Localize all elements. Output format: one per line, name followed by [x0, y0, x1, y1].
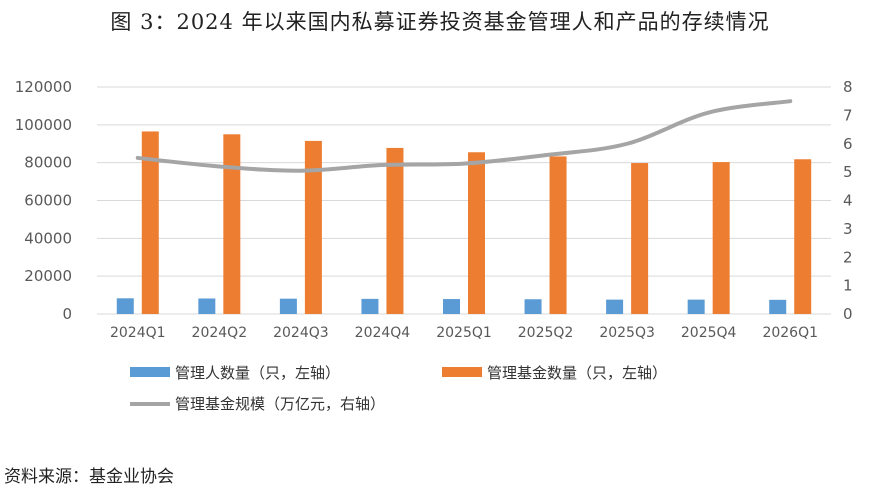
bar-managers — [769, 299, 787, 314]
left-axis-tick-label: 20000 — [24, 267, 72, 285]
right-axis-ticks: 0 1 2 3 4 5 6 7 8 — [843, 78, 853, 323]
bar-managers — [361, 298, 379, 314]
bar-funds — [141, 131, 159, 314]
bar-managers — [524, 299, 542, 314]
left-axis-tick-label: 40000 — [24, 229, 72, 247]
legend-label: 管理基金规模（万亿元，右轴） — [175, 395, 385, 413]
x-axis-tick-label: 2024Q3 — [273, 325, 329, 341]
x-axis-tick-label: 2025Q2 — [518, 325, 574, 341]
bar-funds — [549, 156, 567, 314]
left-axis-ticks: 0 20000 40000 60000 80000 100000 120000 — [15, 78, 72, 323]
x-axis-tick-label: 2024Q1 — [110, 325, 166, 341]
left-axis-tick-label: 80000 — [24, 154, 72, 172]
bar-series — [116, 131, 812, 314]
right-axis-tick-label: 2 — [843, 248, 853, 266]
left-axis-tick-label: 60000 — [24, 192, 72, 210]
bar-funds — [631, 163, 649, 314]
legend-label: 管理人数量（只，左轴） — [175, 364, 340, 382]
legend-swatch — [130, 367, 170, 377]
bar-managers — [443, 299, 460, 314]
x-axis-tick-label: 2024Q4 — [355, 325, 411, 341]
x-axis-ticks: 2024Q1 2024Q2 2024Q3 2024Q4 2025Q1 2025Q2 2025… — [110, 325, 818, 341]
left-axis-tick-label: 100000 — [15, 116, 72, 134]
bar-funds — [794, 159, 812, 314]
left-axis-tick-label: 120000 — [15, 78, 72, 96]
left-axis-tick-label: 0 — [62, 305, 72, 323]
right-axis-tick-label: 3 — [843, 220, 853, 238]
bar-funds — [712, 162, 730, 314]
bar-managers — [279, 298, 297, 314]
bar-funds — [223, 134, 241, 314]
bar-funds — [386, 147, 404, 314]
x-axis-tick-label: 2025Q3 — [599, 325, 655, 341]
right-axis-tick-label: 6 — [843, 135, 853, 153]
x-axis-tick-label: 2025Q1 — [436, 325, 492, 341]
legend-swatch — [442, 367, 482, 377]
right-axis-tick-label: 0 — [843, 305, 853, 323]
right-axis-tick-label: 8 — [843, 78, 853, 96]
right-axis-tick-label: 7 — [843, 106, 853, 124]
x-axis-tick-label: 2025Q4 — [681, 325, 737, 341]
right-axis-tick-label: 1 — [843, 277, 853, 295]
right-axis-tick-label: 5 — [843, 163, 853, 181]
legend-label: 管理基金数量（只，左轴） — [487, 364, 667, 382]
right-axis-tick-label: 4 — [843, 192, 853, 210]
line-series — [135, 99, 793, 173]
bar-managers — [198, 298, 216, 314]
legend: 管理人数量（只，左轴） 管理基金数量（只，左轴） 管理基金规模（万亿元，右轴） — [130, 364, 667, 413]
chart-title: 图 3：2024 年以来国内私募证券投资基金管理人和产品的存续情况 — [110, 10, 770, 34]
bar-managers — [606, 299, 624, 314]
x-axis-tick-label: 2026Q1 — [762, 325, 818, 341]
x-axis-tick-label: 2024Q2 — [192, 325, 248, 341]
source-note: 资料来源：基金业协会 — [4, 467, 174, 487]
bar-funds — [304, 140, 322, 314]
bar-managers — [116, 298, 134, 314]
bar-managers — [687, 299, 705, 314]
bar-funds — [468, 152, 485, 314]
